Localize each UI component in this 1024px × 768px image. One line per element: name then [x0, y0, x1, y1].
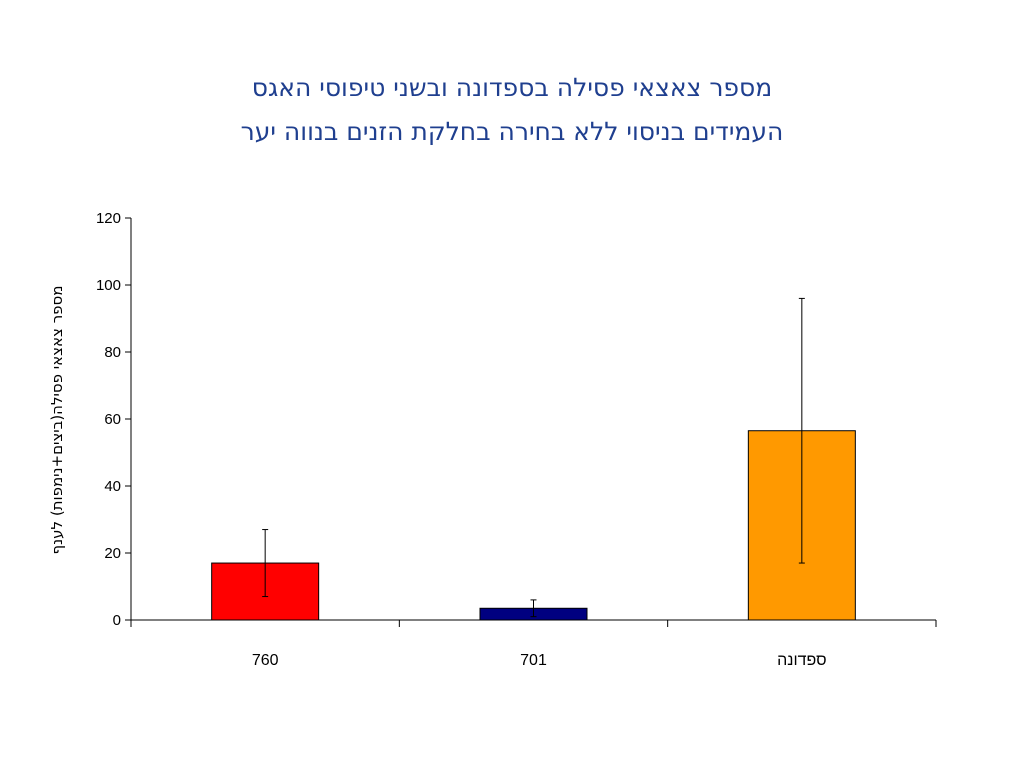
y-tick-label-40: 40: [104, 478, 121, 495]
x-axis: 760 701 ספדונה: [130, 619, 937, 669]
error-bars: [262, 297, 805, 618]
x-category-label-2: ספדונה: [777, 652, 826, 669]
y-tick-label-60: 60: [104, 411, 121, 428]
chart-title: מספר צאצאי פסילה בספדונה ובשני טיפוסי הא…: [0, 66, 1024, 154]
chart-title-line-1: מספר צאצאי פסילה בספדונה ובשני טיפוסי הא…: [251, 73, 773, 102]
y-tick-label-120: 120: [96, 210, 121, 227]
y-tick-label-20: 20: [104, 545, 121, 562]
x-category-label-1: 701: [520, 652, 547, 669]
y-tick-label-80: 80: [104, 344, 121, 361]
y-tick-label-100: 100: [96, 277, 121, 294]
y-axis: 0 20 40 60 80 100 120: [96, 210, 132, 629]
y-axis-label: מספר צאצאי פסילה(ביצים+נימפות) לענף: [48, 286, 66, 555]
bars: [211, 430, 856, 621]
x-category-label-0: 760: [252, 652, 279, 669]
chart-title-line-2: העמידים בניסוי ללא בחירה בחלקת הזנים בנו…: [240, 117, 784, 146]
y-tick-label-0: 0: [113, 612, 121, 629]
